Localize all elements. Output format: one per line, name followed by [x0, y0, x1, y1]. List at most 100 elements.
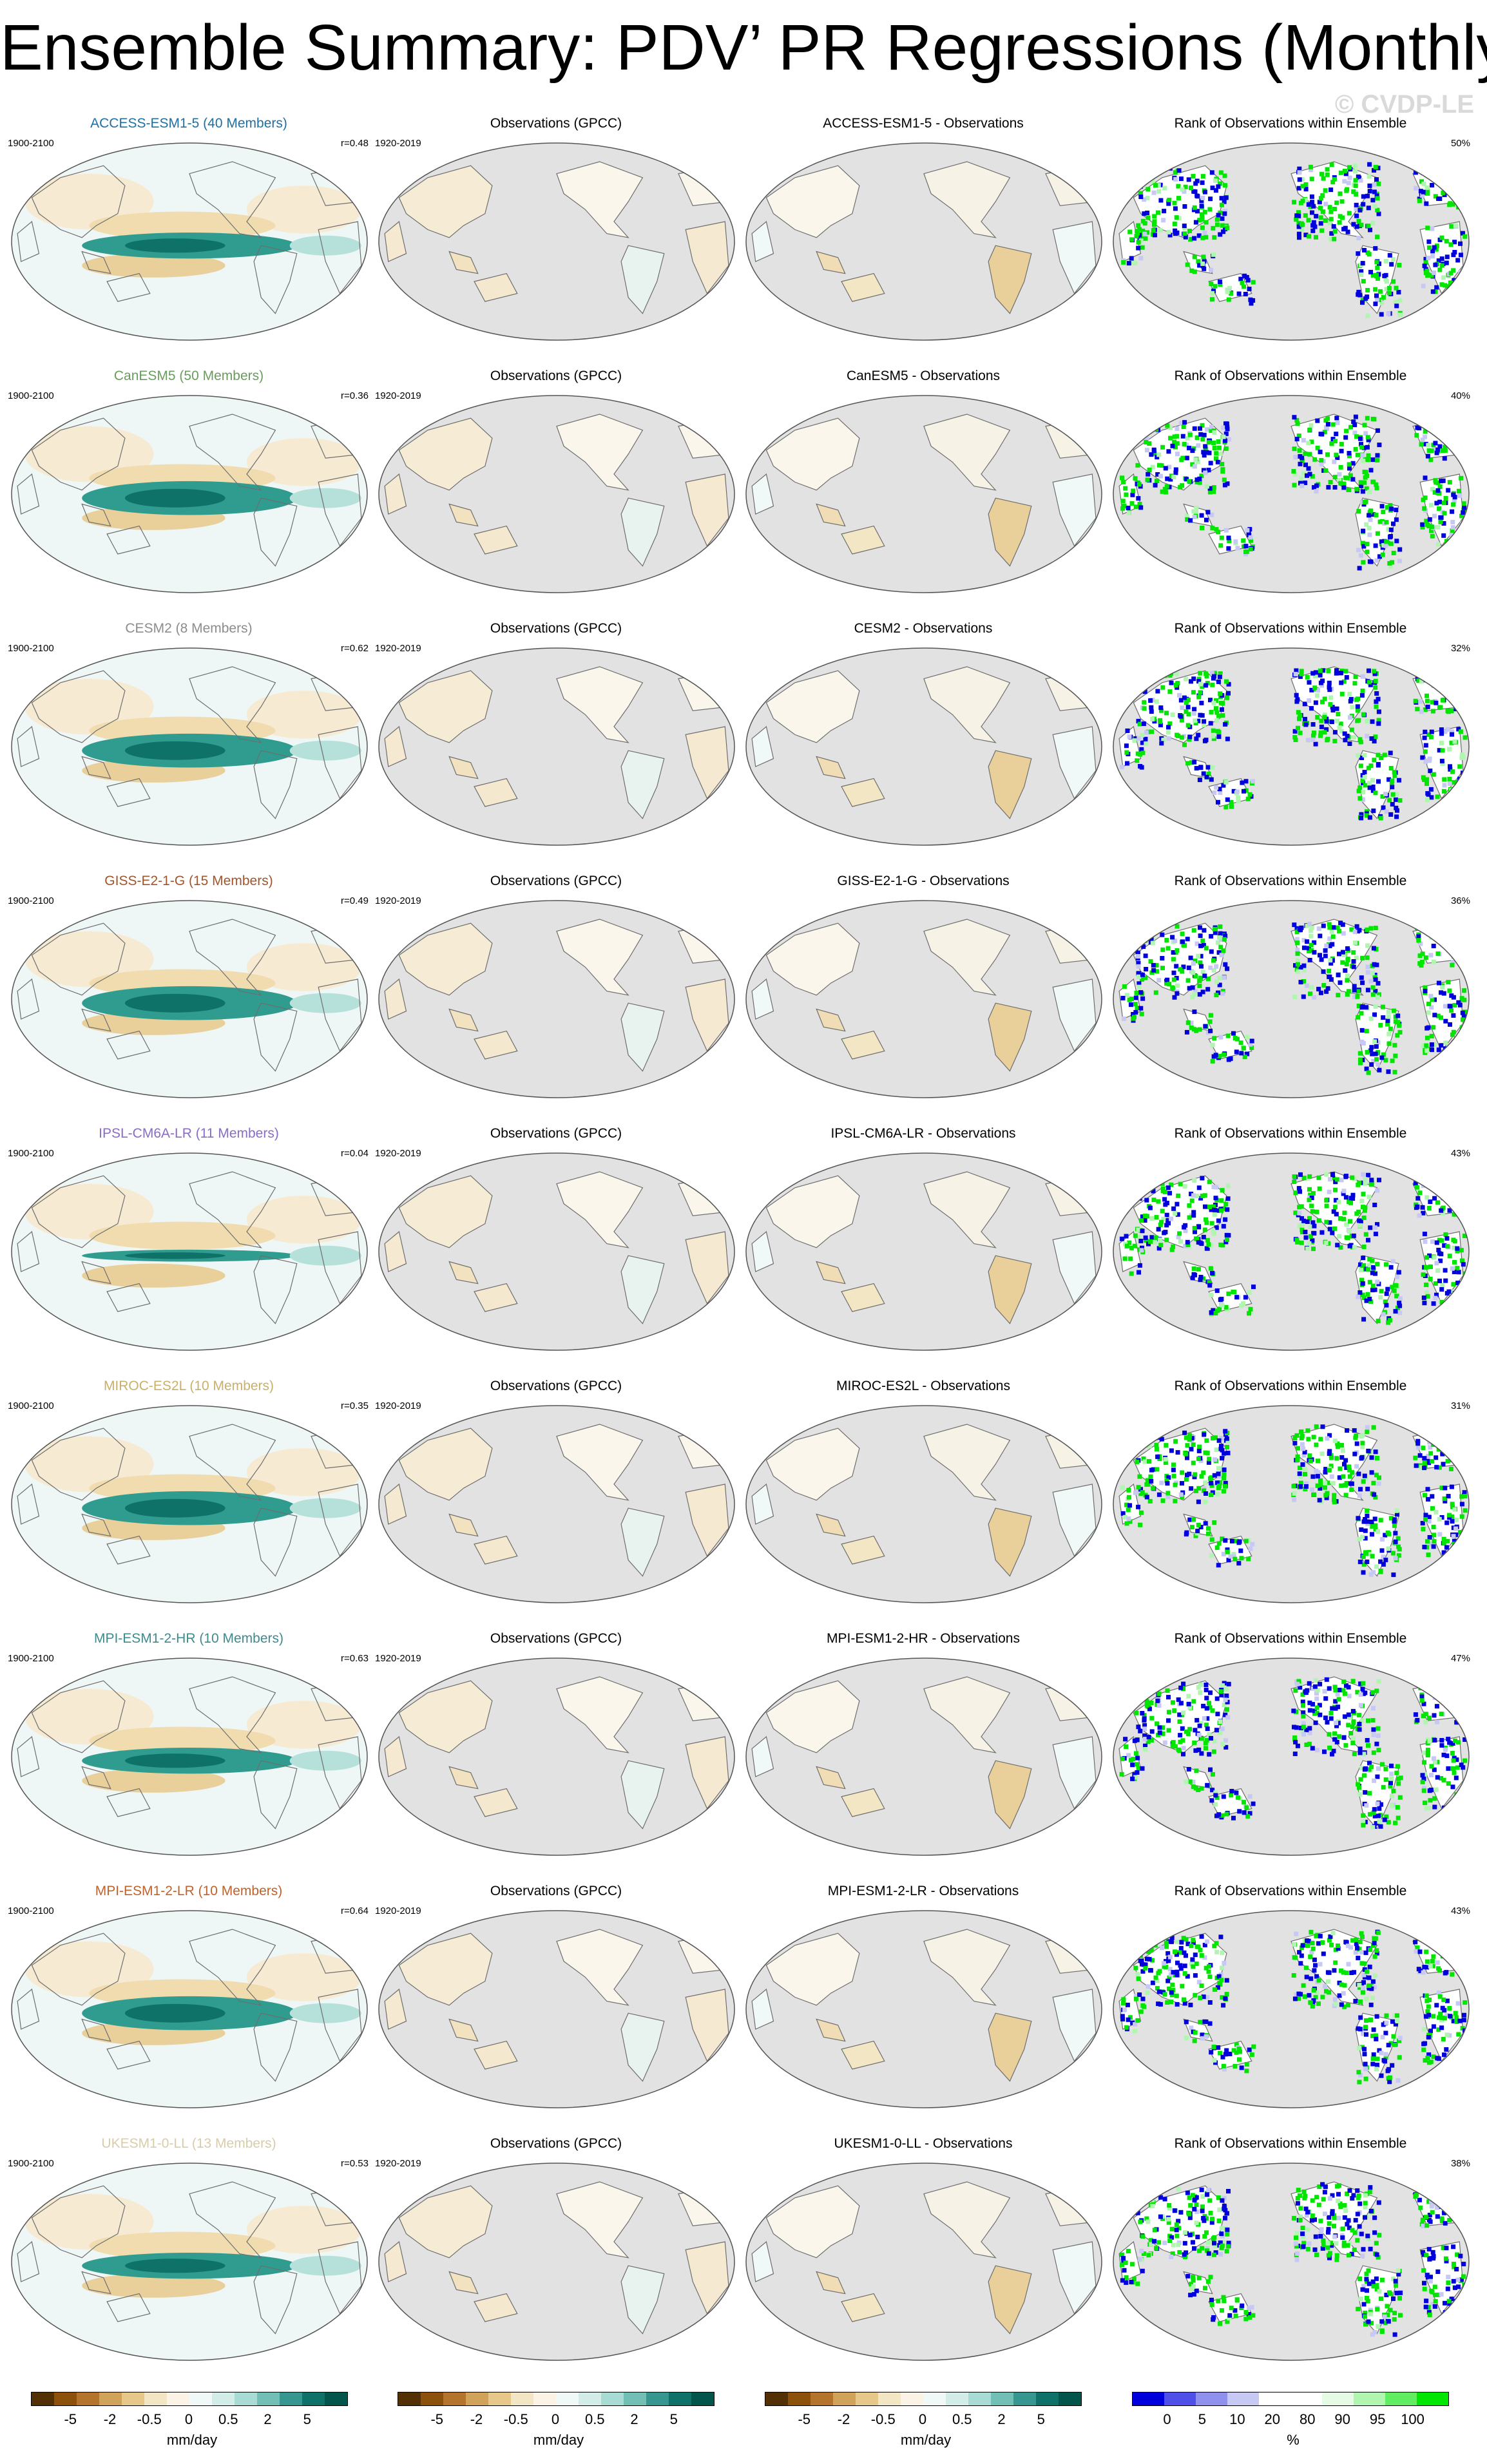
colorbar-tick-label: 0.5	[584, 2411, 605, 2427]
diff-panel: CanESM5 - Observations	[740, 368, 1107, 621]
obs-title: Observations (GPCC)	[490, 116, 622, 131]
model-title: MPI-ESM1-2-LR (10 Members)	[95, 1884, 283, 1898]
colorbar-tick-label: 2	[630, 2411, 638, 2427]
continent-outline	[816, 503, 846, 527]
continent-outline	[988, 1255, 1032, 1324]
colorbar-box	[257, 2392, 280, 2405]
diff-title: UKESM1-0-LL - Observations	[834, 2136, 1013, 2151]
diff-title: CanESM5 - Observations	[846, 368, 1001, 383]
continent-outline	[318, 1484, 362, 1557]
continent-outline	[384, 978, 407, 1020]
model-panel: UKESM1-0-LL (13 Members) 1900-2100 r=0.53	[5, 2136, 372, 2389]
continent-outline	[318, 473, 362, 547]
continent-outline	[1052, 979, 1097, 1052]
continent-outline	[253, 497, 298, 567]
rank-panel: Rank of Observations within Ensemble 40%	[1107, 368, 1474, 621]
model-panel: GISS-E2-1-G (15 Members) 1900-2100 r=0.49	[5, 874, 372, 1126]
continent-outline	[474, 525, 518, 555]
continent-outline	[17, 220, 40, 262]
continent-outline	[31, 417, 126, 491]
continent-outline	[17, 1230, 40, 1272]
obs-panel: Observations (GPCC) 1920-2019	[372, 2136, 740, 2389]
model-map	[11, 142, 368, 341]
continent-outline	[988, 497, 1032, 567]
continent-outline	[398, 1933, 493, 2006]
colorbar-box	[968, 2392, 991, 2405]
rank-title: Rank of Observations within Ensemble	[1174, 1884, 1407, 1898]
continent-outline	[474, 778, 518, 807]
rank-percent: 31%	[1450, 1400, 1470, 1411]
model-panel: MPI-ESM1-2-HR (10 Members) 1900-2100 r=0.6…	[5, 1631, 372, 1884]
continent-outline	[556, 1171, 644, 1248]
colorbar-box	[601, 2392, 624, 2405]
continent-outline	[81, 1513, 111, 1537]
rank-title: Rank of Observations within Ensemble	[1174, 2136, 1407, 2151]
obs-map	[378, 647, 735, 846]
colorbar-box	[946, 2392, 968, 2405]
continent-outline	[988, 750, 1032, 819]
colorbar-box	[624, 2392, 646, 2405]
continent-outline	[816, 2018, 846, 2042]
continent-outline	[765, 670, 860, 743]
model-map	[11, 1910, 368, 2108]
colorbar-tick-label: 0	[184, 2411, 193, 2427]
continent-outline	[1052, 1736, 1097, 1810]
continent-outline	[398, 417, 493, 491]
colorbar-rank: 0 5 10 20 80 90 95 100%	[1132, 2392, 1454, 2456]
colorbar-unit: %	[1287, 2432, 1300, 2448]
continent-outline	[253, 750, 298, 819]
continent-outline	[448, 756, 479, 779]
continent-outline	[923, 1171, 1011, 1248]
obs-title: Observations (GPCC)	[490, 874, 622, 888]
continent-outline	[384, 1988, 407, 2030]
colorbar-tick-label: -2	[837, 2411, 850, 2427]
colorbar-box	[1013, 2392, 1036, 2405]
rank-map	[1113, 142, 1470, 341]
model-years: 1900-2100	[8, 895, 54, 906]
pattern-correlation: r=0.63	[341, 1653, 369, 1664]
colorbar-box	[579, 2392, 601, 2405]
model-years: 1900-2100	[8, 643, 54, 654]
continent-outline	[189, 414, 276, 491]
model-years: 1900-2100	[8, 1400, 54, 1411]
obs-panel: Observations (GPCC) 1920-2019	[372, 116, 740, 368]
obs-map	[378, 900, 735, 1098]
continent-outline	[81, 1766, 111, 1790]
model-years: 1900-2100	[8, 138, 54, 149]
continent-outline	[398, 2185, 493, 2259]
continent-outline	[189, 161, 276, 238]
rank-panel: Rank of Observations within Ensemble 36%	[1107, 874, 1474, 1126]
obs-map	[378, 1657, 735, 1856]
colorbar-box	[421, 2392, 443, 2405]
colorbar-box	[811, 2392, 833, 2405]
continent-outline	[474, 2293, 518, 2322]
continent-outline	[816, 1261, 846, 1285]
continent-outline	[384, 220, 407, 262]
colorbar-tick-label: 0.5	[952, 2411, 972, 2427]
model-map	[11, 900, 368, 1098]
colorbar-box	[1385, 2392, 1417, 2405]
obs-title: Observations (GPCC)	[490, 621, 622, 636]
continent-outline	[923, 666, 1011, 743]
diff-map	[745, 900, 1102, 1098]
obs-title: Observations (GPCC)	[490, 1631, 622, 1646]
continent-outline	[318, 2241, 362, 2315]
pattern-correlation: r=0.49	[341, 895, 369, 906]
continent-outline	[474, 1535, 518, 1565]
rank-percent: 43%	[1450, 1905, 1470, 1916]
colorbar-tick-label: 80	[1299, 2411, 1316, 2427]
colorbar-box	[856, 2392, 878, 2405]
colorbar-unit: mm/day	[166, 2432, 218, 2448]
pattern-correlation: r=0.36	[341, 390, 369, 401]
colorbar-box	[1417, 2392, 1448, 2405]
continent-outline	[841, 2293, 885, 2322]
obs-map	[378, 1152, 735, 1351]
continent-outline	[189, 666, 276, 743]
diff-title: ACCESS-ESM1-5 - Observations	[823, 116, 1024, 131]
model-panel: MIROC-ES2L (10 Members) 1900-2100 r=0.35	[5, 1379, 372, 1631]
colorbar-box	[878, 2392, 901, 2405]
continent-outline	[31, 1680, 126, 1753]
rank-panel: Rank of Observations within Ensemble 31%	[1107, 1379, 1474, 1631]
obs-panel: Observations (GPCC) 1920-2019	[372, 1379, 740, 1631]
continent-outline	[189, 1929, 276, 2006]
